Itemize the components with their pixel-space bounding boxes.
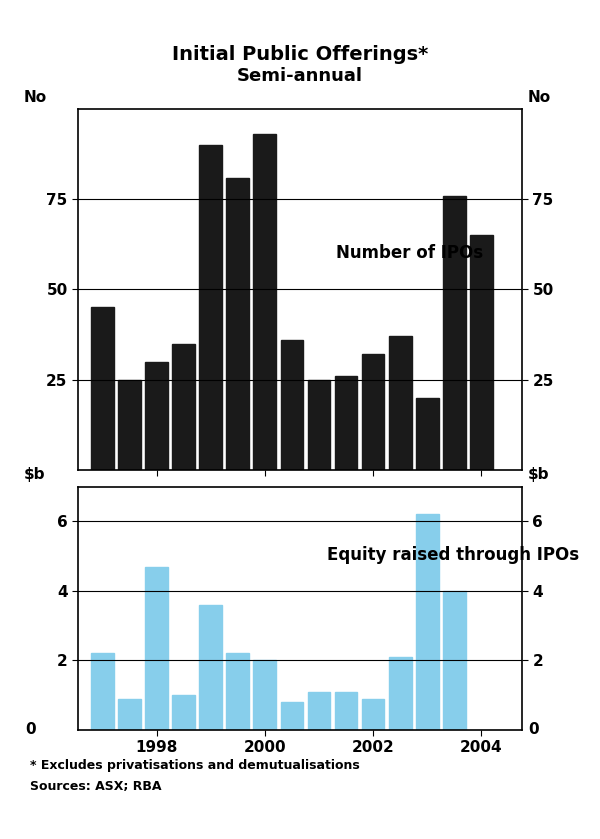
Bar [172,344,195,470]
Text: 0: 0 [529,722,539,737]
Text: Semi-annual: Semi-annual [237,66,363,85]
Text: Equity raised through IPOs: Equity raised through IPOs [326,545,579,564]
Bar [416,514,439,730]
Text: No: No [528,90,551,105]
Bar [308,379,331,470]
Bar [362,354,385,470]
Bar [118,379,141,470]
Text: No: No [24,90,47,105]
Bar [308,691,331,730]
Text: 0: 0 [25,722,36,737]
Bar [172,696,195,730]
Bar [226,654,249,730]
Bar [253,660,276,730]
Bar [335,691,358,730]
Bar [91,308,114,470]
Text: $b: $b [24,467,46,482]
Bar [91,654,114,730]
Bar [443,591,466,730]
Bar [145,362,168,470]
Bar [145,566,168,730]
Bar [118,699,141,730]
Text: Initial Public Offerings*: Initial Public Offerings* [172,45,428,64]
Text: Sources: ASX; RBA: Sources: ASX; RBA [30,780,161,793]
Bar [253,134,276,470]
Bar [470,236,493,470]
Text: Number of IPOs: Number of IPOs [335,244,482,263]
Bar [281,340,303,470]
Bar [443,195,466,470]
Bar [335,376,358,470]
Text: * Excludes privatisations and demutualisations: * Excludes privatisations and demutualis… [30,759,360,772]
Text: $b: $b [528,467,550,482]
Bar [226,178,249,470]
Bar [199,145,222,470]
Bar [281,702,303,730]
Bar [389,336,412,470]
Bar [416,398,439,470]
Bar [362,699,385,730]
Bar [199,605,222,730]
Bar [389,657,412,730]
